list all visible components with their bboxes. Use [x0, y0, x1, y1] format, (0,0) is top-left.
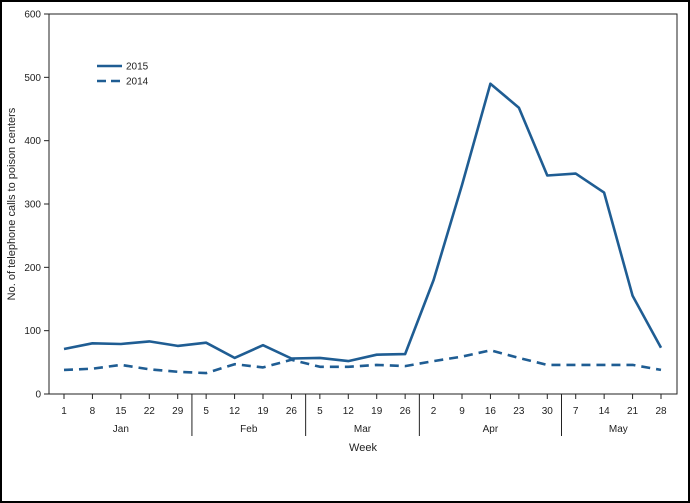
- x-tick-label: 5: [203, 406, 209, 417]
- x-tick-label: 12: [343, 406, 355, 417]
- x-tick-label: 9: [459, 406, 465, 417]
- month-label: Apr: [483, 424, 499, 435]
- y-tick-label: 200: [24, 263, 41, 274]
- y-axis-title: No. of telephone calls to poison centers: [6, 107, 18, 300]
- series-layer: [63, 82, 663, 375]
- x-axis: 1 8 15 22 29 5 12 19 26 5 12 19 26 2 9 16 23 30 7 14 21 28Jan…: [61, 394, 667, 436]
- y-tick-label: 500: [24, 73, 41, 84]
- x-tick-label: 23: [513, 406, 525, 417]
- x-tick-label: 2: [431, 406, 437, 417]
- x-axis-title: Week: [349, 442, 377, 454]
- month-label: Jan: [113, 424, 129, 435]
- x-tick-label: 15: [115, 406, 127, 417]
- series-line-2015: [63, 82, 663, 363]
- x-tick-label: 29: [172, 406, 184, 417]
- x-tick-label: 22: [144, 406, 156, 417]
- y-tick-label: 400: [24, 136, 41, 147]
- x-tick-label: 28: [655, 406, 667, 417]
- legend: 2015 2014: [97, 62, 149, 88]
- x-tick-label: 8: [90, 406, 96, 417]
- month-label: Mar: [354, 424, 372, 435]
- x-tick-label: 5: [317, 406, 323, 417]
- y-tick-label: 300: [24, 200, 41, 211]
- x-tick-label: 26: [286, 406, 298, 417]
- x-tick-label: 30: [542, 406, 554, 417]
- x-tick-label: 19: [371, 406, 383, 417]
- month-label: May: [609, 424, 628, 435]
- y-axis: 0 100 200 300 400 500 600: [24, 10, 49, 401]
- y-tick-label: 100: [24, 326, 41, 337]
- legend-label-2015: 2015: [126, 62, 149, 73]
- x-tick-label: 7: [573, 406, 579, 417]
- x-tick-label: 19: [257, 406, 269, 417]
- legend-label-2014: 2014: [126, 77, 149, 88]
- x-tick-label: 12: [229, 406, 241, 417]
- y-tick-label: 600: [24, 10, 41, 21]
- series-line-2014: [63, 348, 662, 375]
- x-tick-label: 14: [599, 406, 611, 417]
- x-tick-label: 21: [627, 406, 639, 417]
- y-tick-label: 0: [35, 390, 41, 401]
- month-label: Feb: [240, 424, 258, 435]
- x-tick-label: 1: [61, 406, 67, 417]
- x-tick-label: 16: [485, 406, 497, 417]
- x-tick-label: 26: [400, 406, 412, 417]
